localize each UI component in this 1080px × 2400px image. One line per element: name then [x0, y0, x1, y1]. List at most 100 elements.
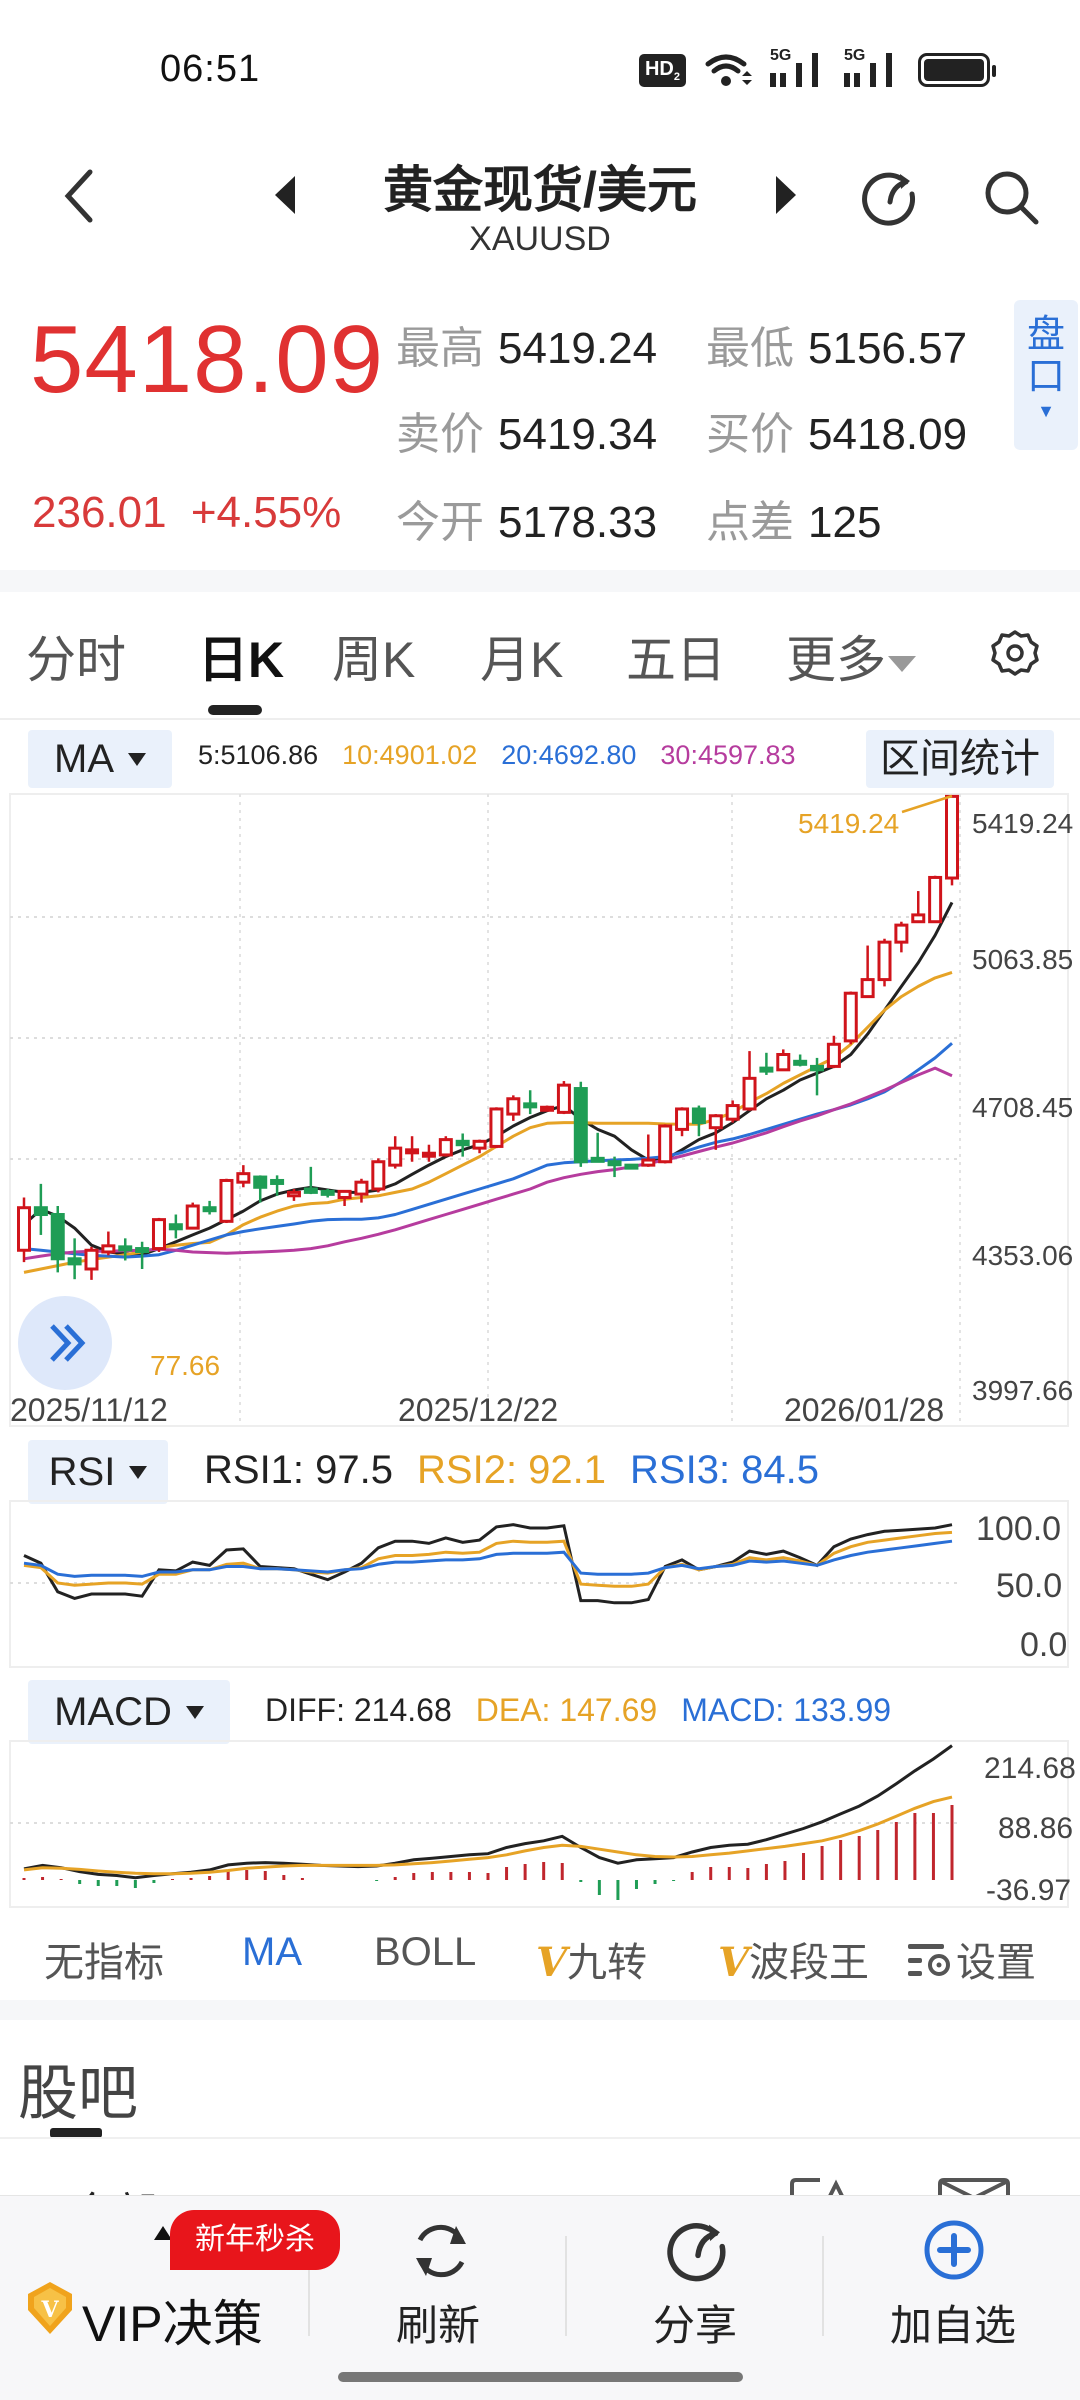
open-stat: 今开 5178.33	[396, 498, 658, 547]
active-tab-indicator	[208, 705, 262, 715]
macd-y-tick-1: 214.68	[984, 1752, 1076, 1785]
y-tick-4: 4353.06	[972, 1240, 1074, 1271]
indicator-nine-turn[interactable]: V九转	[536, 1939, 648, 1986]
5g-signal-icon: 5G	[844, 47, 900, 87]
divider	[0, 718, 1080, 720]
price-change: 236.01 +4.55%	[32, 488, 341, 538]
candlestick-chart[interactable]	[0, 790, 1080, 1430]
status-time: 06:51	[160, 48, 261, 90]
ma-indicator-select[interactable]: MA	[28, 730, 172, 788]
expand-handle[interactable]	[18, 1296, 112, 1390]
chevron-down-icon: ▼	[1037, 401, 1055, 421]
hd-voice-icon: HD2	[638, 53, 686, 87]
vip-v-icon: V	[536, 1939, 568, 1986]
add-watchlist-button[interactable]: 加自选	[826, 2196, 1080, 2349]
indicator-none[interactable]: 无指标	[44, 1941, 164, 1985]
share-button[interactable]: 分享	[569, 2196, 821, 2349]
order-book-button[interactable]: 盘 口 ▼	[1014, 300, 1078, 450]
forum-title: 股吧	[18, 2060, 138, 2127]
share-icon	[667, 2223, 726, 2282]
macd-y-tick-3: -36.97	[986, 1874, 1072, 1907]
high-stat: 最高 5419.24	[396, 324, 658, 373]
change-amount: 236.01	[32, 488, 167, 537]
dea-value: DEA: 147.69	[475, 1692, 658, 1728]
vip-v-icon: V	[718, 1939, 750, 1986]
compose-icon[interactable]	[790, 2178, 846, 2198]
tab-more[interactable]: 更多	[786, 620, 916, 692]
x-tick-3: 2026/01/28	[784, 1392, 945, 1428]
rsi-y-tick-1: 100.0	[976, 1510, 1062, 1548]
y-tick-5: 3997.66	[972, 1375, 1074, 1406]
promo-badge[interactable]: 新年秒杀	[170, 2210, 340, 2270]
gear-icon[interactable]	[990, 628, 1040, 678]
macd-legend: DIFF: 214.68 DEA: 147.69 MACD: 133.99	[265, 1692, 891, 1729]
caret-up-icon	[154, 2226, 172, 2240]
wifi-icon	[705, 54, 752, 86]
rsi-chart[interactable]	[0, 1500, 1080, 1670]
macd-y-tick-2: 88.86	[998, 1812, 1074, 1845]
ma5-value: 5:5106.86	[198, 740, 319, 770]
low-stat: 最低 5156.57	[706, 324, 968, 373]
y-tick-1: 5419.24	[972, 808, 1074, 839]
divider	[0, 2137, 1080, 2139]
bid-stat: 买价 5418.09	[706, 410, 968, 459]
chevron-down-icon	[185, 1705, 204, 1719]
indicator-wave-king[interactable]: V波段王	[718, 1939, 870, 1986]
indicator-settings[interactable]: 设置	[906, 1930, 1036, 1988]
vip-decision-button[interactable]: V VIP决策	[20, 2196, 310, 2352]
indicator-switch-bar: 无指标 MA BOLL V九转 V波段王 设置	[0, 1930, 1080, 2010]
forum-tab-indicator	[50, 2128, 102, 2138]
last-price: 5418.09	[30, 306, 385, 413]
rsi1-value: RSI1: 97.5	[204, 1448, 394, 1492]
next-symbol-button[interactable]	[776, 176, 796, 214]
chevron-down-icon	[129, 1465, 148, 1479]
tab-five-day[interactable]: 五日	[626, 632, 726, 688]
ma10-value: 10:4901.02	[342, 740, 478, 770]
svg-text:V: V	[40, 2297, 59, 2323]
rsi-y-tick-2: 50.0	[996, 1567, 1063, 1605]
macd-chart[interactable]	[0, 1740, 1080, 1910]
change-percent: +4.55%	[190, 488, 342, 537]
chevron-down-icon	[128, 752, 146, 766]
search-icon[interactable]	[982, 168, 1042, 228]
tab-monthly-k[interactable]: 月K	[480, 632, 564, 688]
rsi-y-tick-3: 0.0	[1020, 1626, 1068, 1664]
tab-intraday[interactable]: 分时	[26, 632, 126, 688]
x-tick-1: 2025/11/12	[10, 1392, 168, 1428]
tab-daily-k[interactable]: 日K	[198, 632, 285, 688]
macd-indicator-select[interactable]: MACD	[28, 1680, 230, 1744]
bottom-action-bar: V VIP决策 刷新 分享 加自选	[0, 2195, 1080, 2400]
rsi2-value: RSI2: 92.1	[417, 1448, 607, 1492]
symbol-code: XAUUSD	[469, 220, 611, 258]
y-tick-3: 4708.45	[972, 1092, 1074, 1123]
5g-signal-icon: 5G	[770, 47, 826, 87]
message-icon[interactable]	[938, 2178, 1010, 2198]
rsi-indicator-select[interactable]: RSI	[28, 1440, 168, 1504]
max-price-label: 5419.24	[798, 808, 900, 839]
tab-weekly-k[interactable]: 周K	[332, 632, 416, 688]
home-indicator[interactable]	[338, 2372, 743, 2382]
indicator-ma[interactable]: MA	[242, 1930, 302, 1974]
diff-value: DIFF: 214.68	[265, 1692, 452, 1728]
chevron-down-icon	[888, 655, 916, 672]
x-tick-2: 2025/12/22	[398, 1392, 559, 1428]
battery-icon	[918, 53, 996, 87]
divider	[0, 570, 1080, 592]
y-tick-2: 5063.85	[972, 944, 1074, 975]
prev-symbol-button[interactable]	[275, 176, 295, 214]
refresh-button[interactable]: 刷新	[312, 2196, 564, 2349]
ma20-value: 20:4692.80	[501, 740, 637, 770]
max-price-marker	[901, 794, 953, 814]
range-stats-button[interactable]: 区间统计	[866, 730, 1054, 788]
vip-diamond-icon: V	[28, 2282, 72, 2334]
chevron-left-icon[interactable]	[62, 168, 96, 224]
rsi-legend: RSI1: 97.5 RSI2: 92.1 RSI3: 84.5	[204, 1448, 819, 1493]
share-refresh-icon[interactable]	[860, 168, 920, 228]
double-chevron-right-icon	[50, 1324, 86, 1362]
indicator-boll[interactable]: BOLL	[374, 1930, 477, 1974]
min-price-label: 77.66	[150, 1350, 221, 1381]
period-tabs: 分时 日K 周K 月K 五日 更多	[0, 620, 1080, 700]
spread-stat: 点差 125	[706, 498, 882, 547]
ask-stat: 卖价 5419.34	[396, 410, 658, 459]
forum-tab-all[interactable]: 全部	[70, 2178, 158, 2198]
